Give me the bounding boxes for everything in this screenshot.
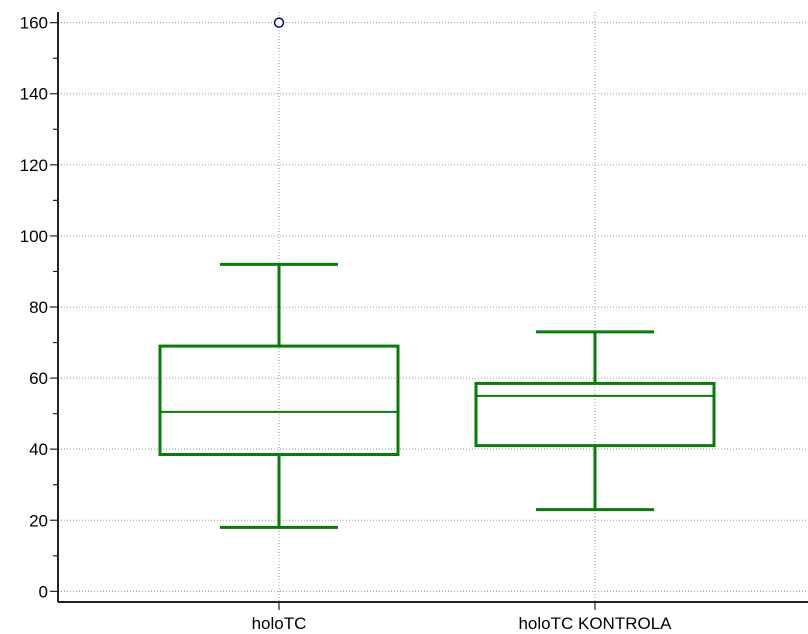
box-holotc-kontrola [474,330,716,512]
grid-lines [58,12,808,602]
box-holotc [158,17,400,529]
y-tick-label: 140 [20,85,48,104]
y-tick-label: 120 [20,156,48,175]
x-tick-label: holoTC [252,614,307,633]
y-tick-label: 40 [29,440,48,459]
iqr-box [474,381,716,448]
y-tick-label: 60 [29,369,48,388]
y-tick-label: 160 [20,14,48,33]
y-tick-label: 80 [29,298,48,317]
y-tick-label: 0 [39,582,48,601]
y-tick-label: 20 [29,511,48,530]
x-tick-label: holoTC KONTROLA [518,614,672,633]
outlier-point [273,17,285,28]
y-tick-label: 100 [20,227,48,246]
axis-ticks: 0 20 40 60 80 100 120 140 160 holoTC holoTC KONTRO… [20,14,673,633]
boxes [158,17,716,529]
iqr-box [158,344,400,456]
